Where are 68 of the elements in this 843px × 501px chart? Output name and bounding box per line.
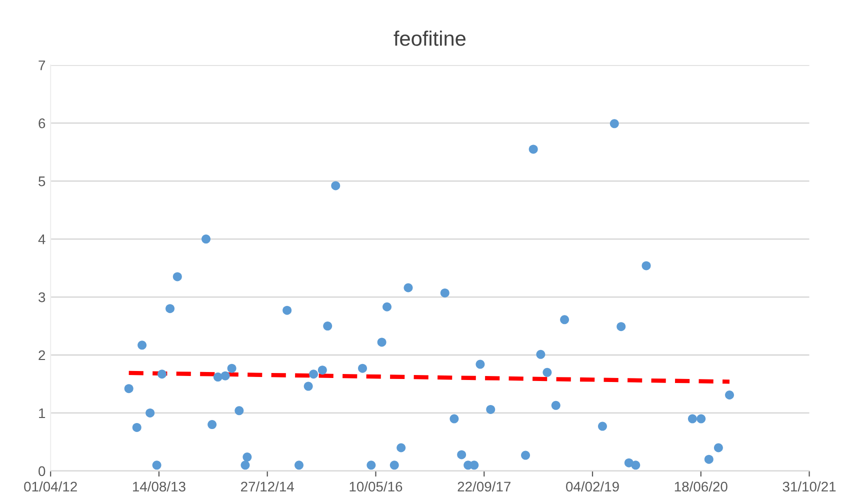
point [242, 452, 252, 462]
y-tick-label: 3 [38, 292, 46, 302]
point [396, 443, 406, 452]
point [240, 460, 250, 470]
point [152, 460, 162, 470]
point [551, 400, 560, 410]
point [172, 272, 182, 282]
point [220, 371, 230, 380]
y-tick-label: 0 [38, 466, 46, 476]
point [631, 460, 640, 470]
point [294, 460, 304, 470]
point [227, 364, 236, 373]
point [598, 422, 607, 431]
point [166, 304, 175, 314]
point [202, 234, 211, 244]
point [323, 322, 332, 331]
chart-title: feofitine [394, 30, 466, 46]
point [476, 360, 485, 369]
y-tick-label: 2 [38, 350, 46, 360]
point [704, 454, 714, 464]
point [688, 414, 697, 424]
x-tick-label: 01/04/12 [24, 481, 77, 492]
point [213, 372, 222, 382]
point [616, 322, 626, 332]
point [158, 370, 166, 379]
point [304, 382, 313, 391]
point [725, 390, 734, 400]
point [138, 340, 147, 350]
point [377, 338, 386, 347]
point [528, 144, 538, 154]
point [234, 406, 244, 416]
point [282, 306, 292, 315]
point [440, 288, 450, 298]
point [331, 181, 340, 190]
point [309, 370, 318, 379]
point [536, 350, 546, 359]
point [450, 414, 459, 424]
x-tick-label: 04/02/19 [566, 481, 619, 492]
point [358, 364, 368, 373]
point [610, 119, 619, 128]
point [382, 302, 392, 312]
y-tick-label: 5 [38, 176, 46, 186]
point [714, 443, 723, 452]
point [366, 460, 376, 470]
point [208, 420, 217, 430]
point [404, 283, 413, 292]
x-tick-label: 22/09/17 [458, 481, 510, 492]
point [124, 384, 134, 394]
point [521, 450, 530, 460]
y-tick-label: 7 [38, 60, 46, 70]
point [642, 261, 651, 270]
point [318, 366, 327, 375]
point [542, 368, 552, 377]
x-tick-label: 18/06/20 [674, 481, 728, 492]
point [132, 422, 142, 432]
y-tick-label: 4 [38, 234, 46, 244]
x-tick-label: 31/10/21 [782, 481, 836, 492]
x-tick-label: 14/08/13 [132, 481, 186, 492]
point [390, 460, 399, 470]
point [146, 408, 155, 418]
x-tick-label: 10/05/16 [350, 481, 402, 492]
point [696, 414, 706, 424]
y-tick-label: 6 [38, 118, 46, 128]
point [457, 450, 466, 460]
point [486, 404, 496, 414]
y-tick-label: 1 [39, 408, 46, 418]
point [560, 315, 570, 324]
x-tick-label: 27/12/14 [241, 481, 294, 492]
